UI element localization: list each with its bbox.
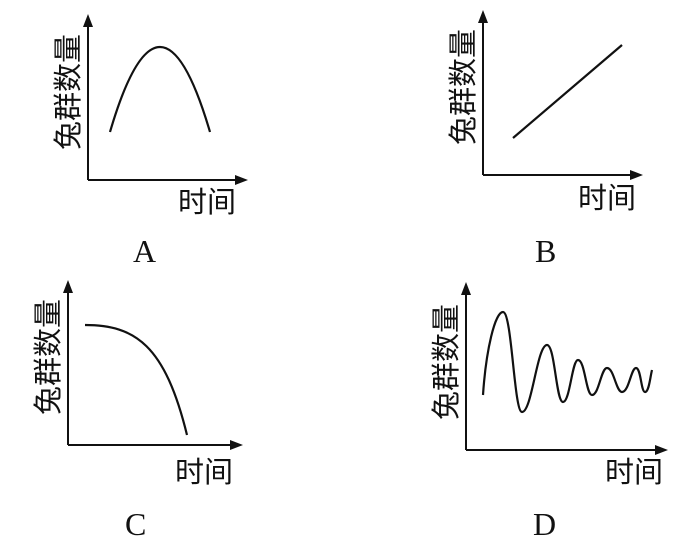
x-axis-label: 时间 [605,455,663,489]
curve [84,323,189,436]
y-axis-label: 兔群数量 [446,29,480,145]
curve [108,46,212,133]
panel-label: D [533,506,556,542]
curve [481,310,654,414]
panel-label: A [133,233,156,269]
y-axis-label: 兔群数量 [51,34,85,150]
arrowheads [478,10,643,180]
x-axis-label: 时间 [578,181,636,215]
panel-label: B [535,233,556,269]
axes [87,22,240,181]
panel-c: 兔群数量 时间 C [31,280,243,542]
panel-label: C [125,506,146,542]
curve [512,44,623,139]
axes [465,290,660,451]
y-axis-label: 兔群数量 [31,299,65,415]
panel-b: 兔群数量 时间 B [446,10,643,269]
axes [67,288,235,446]
panel-a: 兔群数量 时间 A [51,14,248,269]
x-axis-label: 时间 [178,185,236,219]
x-axis-label: 时间 [175,455,233,489]
y-axis-label: 兔群数量 [429,304,463,420]
axes [482,18,635,176]
arrowheads [83,14,248,185]
panel-d: 兔群数量 时间 D [429,282,668,542]
arrowheads [63,280,243,450]
